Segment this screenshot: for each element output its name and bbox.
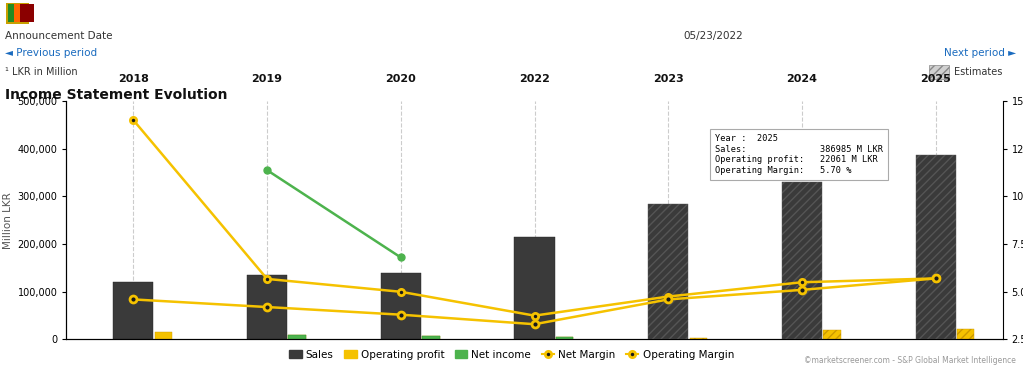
Text: JKH.N0000: JKH.N0000 (933, 7, 1016, 21)
Text: Year :  2025
Sales:              386985 M LKR
Operating profit:   22061 M LKR
Op: Year : 2025 Sales: 386985 M LKR Operatin… (715, 134, 883, 175)
Bar (154, 332, 172, 339)
Bar (20, 4, 34, 22)
Text: 2020: 2020 (386, 74, 416, 84)
Y-axis label: Million LKR: Million LKR (3, 192, 13, 249)
Bar (958, 329, 975, 339)
Bar (649, 204, 688, 339)
Bar (555, 337, 573, 339)
Text: 2025: 2025 (921, 74, 951, 84)
Text: ©marketscreener.com - S&P Global Market Intelligence: ©marketscreener.com - S&P Global Market … (804, 356, 1016, 365)
Text: Income Statement Evolution: Income Statement Evolution (5, 88, 227, 102)
Bar (916, 155, 955, 339)
Bar (555, 337, 573, 339)
Text: 2018: 2018 (118, 74, 148, 84)
Bar (6, 3, 29, 24)
Bar (288, 335, 306, 339)
Bar (422, 336, 440, 339)
Bar (247, 275, 287, 339)
Text: 05/23/2022: 05/23/2022 (683, 31, 743, 41)
Text: 2024: 2024 (787, 74, 817, 84)
Bar (114, 282, 153, 339)
Text: Estimates: Estimates (954, 67, 1003, 77)
Text: Announcement Date: Announcement Date (5, 31, 113, 41)
Legend: Sales, Operating profit, Net income, Net Margin, Operating Margin: Sales, Operating profit, Net income, Net… (284, 345, 739, 364)
Bar (288, 335, 306, 339)
Bar (515, 237, 554, 339)
Text: 2022: 2022 (519, 74, 550, 84)
Text: ◄ Previous period: ◄ Previous period (5, 48, 97, 58)
Text: 2023: 2023 (653, 74, 683, 84)
Text: JOHN KEELLS HOLDINGS: JOHN KEELLS HOLDINGS (36, 7, 225, 21)
Text: 2019: 2019 (252, 74, 282, 84)
Bar (14, 4, 21, 22)
Bar (929, 65, 949, 79)
Text: Next period ►: Next period ► (943, 48, 1016, 58)
Text: ¹ LKR in Million: ¹ LKR in Million (5, 67, 78, 77)
Bar (381, 273, 420, 339)
Bar (824, 330, 841, 339)
Bar (8, 4, 15, 22)
Bar (422, 336, 440, 339)
Bar (782, 182, 822, 339)
Bar (690, 338, 707, 339)
